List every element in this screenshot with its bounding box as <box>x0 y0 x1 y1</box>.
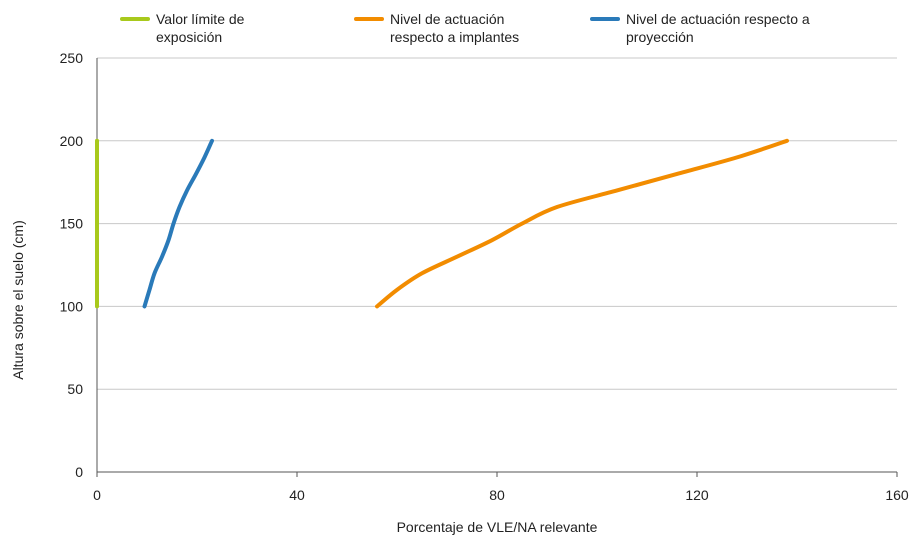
y-axis-label: Altura sobre el suelo (cm) <box>10 220 26 380</box>
y-tick-label: 250 <box>60 50 84 66</box>
x-tick-label: 80 <box>489 487 505 503</box>
tick-labels: 0 50 100 150 200 250 0 40 80 120 160 <box>60 50 909 503</box>
legend-label: Nivel de actuación respecto a proyección <box>626 11 810 45</box>
x-tick-label: 40 <box>289 487 305 503</box>
y-tick-label: 200 <box>60 133 84 149</box>
y-tick-label: 50 <box>67 381 83 397</box>
series-line-2 <box>142 138 214 309</box>
y-tick-label: 100 <box>60 298 84 314</box>
series-line-1 <box>375 138 789 309</box>
series-lines <box>94 138 789 309</box>
legend-swatch-blue <box>590 17 620 21</box>
x-tick-label: 160 <box>885 487 909 503</box>
y-tick-label: 150 <box>60 216 84 232</box>
axes <box>96 58 898 477</box>
legend-swatch-green <box>120 17 150 21</box>
x-axis-label: Porcentaje de VLE/NA relevante <box>396 519 598 535</box>
y-tick-label: 0 <box>75 464 83 480</box>
legend-label: Valor límite de exposición <box>156 11 245 45</box>
legend-swatch-orange <box>354 17 384 21</box>
legend-label: Nivel de actuación respecto a implantes <box>390 11 520 45</box>
x-tick-label: 120 <box>685 487 709 503</box>
x-tick-label: 0 <box>93 487 101 503</box>
gridlines <box>97 57 897 390</box>
